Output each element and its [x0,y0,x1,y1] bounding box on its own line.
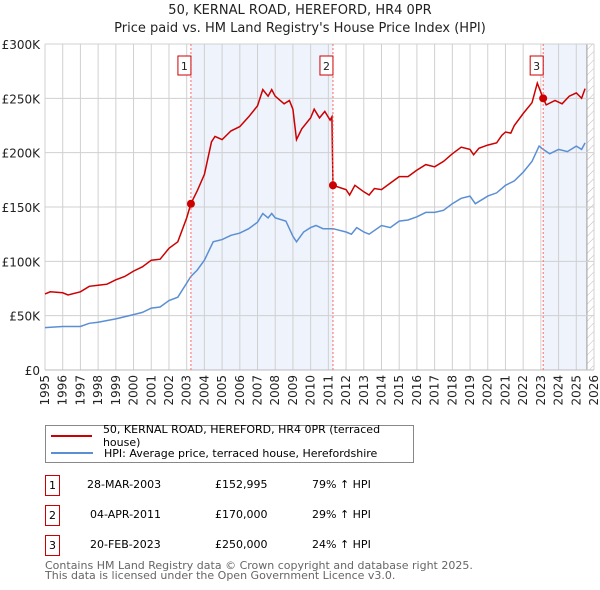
x-tick-label: 2007 [251,375,265,406]
footer: Contains HM Land Registry data © Crown c… [45,559,473,582]
legend-swatch-blue [51,452,93,454]
x-tick-label: 2005 [215,375,229,406]
x-tick-label: 2026 [587,375,600,406]
transaction-hpi: 24% ↑ HPI [312,538,371,551]
x-tick-label: 2012 [339,375,353,406]
legend-item-hpi: HPI: Average price, terraced house, Here… [46,445,377,461]
x-tick-label: 2023 [534,375,548,406]
y-tick-label: £250K [2,92,42,106]
sale-badge [177,55,192,76]
x-tick-label: 2022 [516,375,530,406]
transaction-hpi: 29% ↑ HPI [312,508,371,521]
transaction-badge: 3 [45,535,60,556]
sale-badge-label: 1 [181,60,188,73]
chart-subtitle: Price paid vs. HM Land Registry's House … [114,21,486,36]
sale-point [186,199,195,208]
y-tick-label: £100K [2,255,42,269]
x-tick-label: 2016 [410,375,424,406]
legend-label: HPI: Average price, terraced house, Here… [104,446,378,460]
legend: 50, KERNAL ROAD, HEREFORD, HR4 0PR (terr… [45,423,414,463]
transaction-price: £152,995 [215,478,268,491]
x-tick-label: 2020 [481,375,495,406]
sale-badge [319,55,334,76]
y-tick-label: £200K [2,147,42,161]
x-tick-label: 2017 [428,375,442,406]
transaction-price: £250,000 [215,538,268,551]
x-tick-label: 1998 [91,375,105,406]
x-tick-label: 2002 [162,375,176,406]
y-tick-label: £300K [2,38,42,52]
x-tick-label: 2001 [144,375,158,406]
x-tick-label: 1995 [38,375,52,406]
x-tick-label: 2015 [392,375,406,406]
legend-item-property: 50, KERNAL ROAD, HEREFORD, HR4 0PR (terr… [46,423,413,449]
y-tick-label: £0 [25,364,40,378]
hpi-line [44,142,586,329]
x-tick-label: 2004 [197,375,211,406]
x-tick-label: 2025 [569,375,583,406]
transaction-hpi: 79% ↑ HPI [312,478,371,491]
x-tick-label: 2009 [286,375,300,406]
x-tick-label: 1996 [56,375,70,406]
transaction-date: 04-APR-2011 [90,508,162,521]
transaction-row: 3 20-FEB-2023 £250,000 24% ↑ HPI [45,535,465,556]
x-tick-label: 2008 [268,375,282,406]
x-tick-label: 2021 [498,375,512,406]
x-tick-label: 2014 [374,375,388,406]
x-tick-label: 2024 [552,375,566,406]
property-price-line [44,80,586,296]
transaction-row: 2 04-APR-2011 £170,000 29% ↑ HPI [45,505,465,526]
footer-licence: This data is licensed under the Open Gov… [45,569,396,582]
footer-copyright: Contains HM Land Registry data © Crown c… [45,559,473,572]
transaction-price: £170,000 [215,508,268,521]
x-tick-label: 1999 [109,375,123,406]
chart-title: 50, KERNAL ROAD, HEREFORD, HR4 0PR [168,3,432,18]
y-tick-label: £50K [9,310,41,324]
transaction-date: 28-MAR-2003 [87,478,162,491]
x-tick-label: 2018 [445,375,459,406]
sale-point [539,94,548,103]
sale-badge-label: 2 [323,60,330,73]
y-tick-label: £150K [2,201,42,215]
x-tick-label: 2019 [463,375,477,406]
transaction-badge: 1 [45,475,60,496]
x-tick-label: 2000 [127,375,141,406]
sale-badge [529,55,544,76]
legend-swatch-red [51,435,92,437]
legend-label: 50, KERNAL ROAD, HEREFORD, HR4 0PR (terr… [102,423,381,449]
x-tick-label: 2003 [180,375,194,406]
sale-point [328,181,337,190]
x-tick-label: 2006 [233,375,247,406]
x-tick-label: 2013 [357,375,371,406]
x-tick-label: 1997 [73,375,87,406]
x-tick-label: 2011 [321,375,335,406]
x-tick-label: 2010 [304,375,318,406]
transaction-badge: 2 [45,505,60,526]
transaction-row: 1 28-MAR-2003 £152,995 79% ↑ HPI [45,475,465,496]
sale-badge-label: 3 [533,60,540,73]
transaction-date: 20-FEB-2023 [90,538,161,551]
